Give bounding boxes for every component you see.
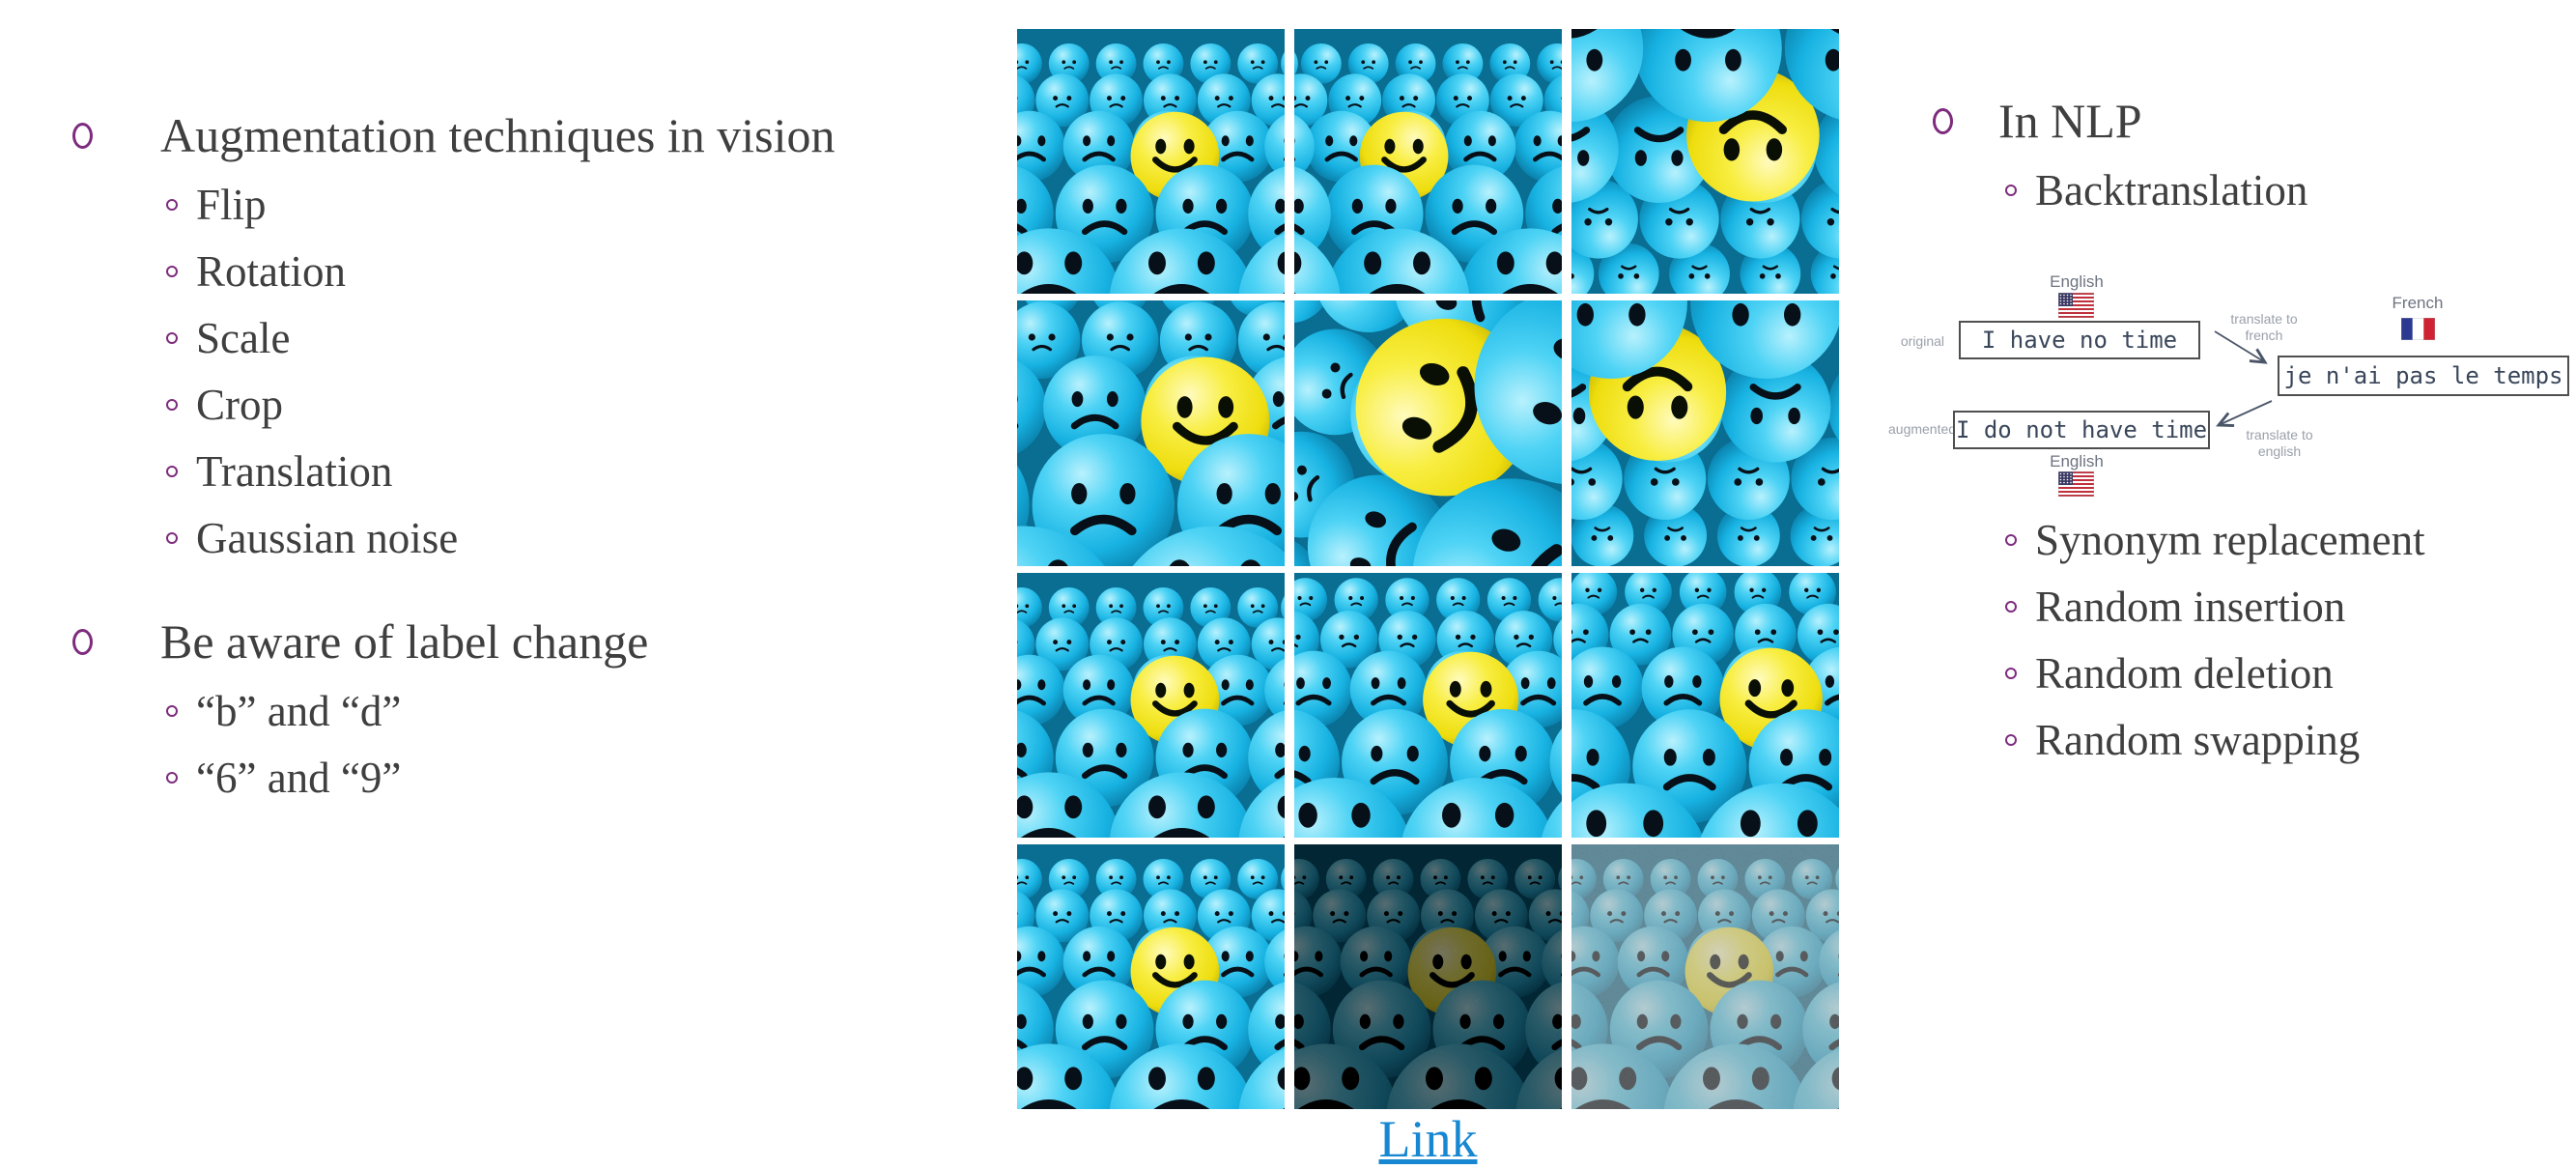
bullet-item-label: In NLP	[1998, 94, 2142, 148]
augmented-image-original	[1017, 29, 1285, 295]
translate-forward-arrow-icon	[2214, 330, 2268, 364]
bullet-item-rotation: Rotation	[60, 238, 1006, 304]
sub-item-label: Rotation	[196, 246, 346, 296]
sub-item-label: Backtranslation	[2035, 165, 2308, 214]
translate-to-english-line2: english	[2257, 443, 2302, 459]
bullet-item-gaussian-noise: Gaussian noise	[60, 504, 1006, 571]
sub-item-label: Random swapping	[2035, 715, 2361, 764]
translate-to-french-line1: translate to	[2230, 311, 2298, 327]
sub-bullet-icon	[166, 771, 178, 784]
image-source-link[interactable]: Link	[1378, 1110, 1478, 1168]
sub-item-label: Random deletion	[2035, 648, 2334, 698]
top-language-label: English	[2050, 272, 2104, 291]
us-flag-icon	[2057, 292, 2095, 323]
augmented-image-noise-dark	[1294, 843, 1562, 1109]
augmentation-image-grid	[1017, 29, 1839, 1109]
augmented-image-flip	[1294, 29, 1562, 295]
bullet-item-scale: Scale	[60, 304, 1006, 371]
sub-item-label: Crop	[196, 380, 283, 429]
sub-bullet-icon	[166, 465, 178, 477]
image-source-link-row: Link	[1017, 1109, 1839, 1169]
sub-item-label: Random insertion	[2035, 582, 2346, 631]
bullet-item-translation: Translation	[60, 438, 1006, 504]
bullet-item-6-and-9: “6” and “9”	[60, 744, 1006, 811]
augmented-sentence-box: I do not have time	[1953, 411, 2210, 449]
augmented-image-rotate	[1294, 300, 1562, 566]
sub-item-label: Scale	[196, 313, 291, 362]
nlp-augmentation-list: In NLP Backtranslation Synonym replaceme…	[1927, 85, 2564, 773]
sub-item-label: “b” and “d”	[196, 686, 402, 735]
side-language-label: French	[2392, 294, 2444, 312]
sub-bullet-icon	[2005, 184, 2017, 196]
bullet-item-vision: Augmentation techniques in vision	[60, 100, 1006, 171]
augmented-image-rotate-crop	[1571, 300, 1839, 566]
sub-bullet-icon	[2005, 733, 2017, 746]
sub-bullet-icon	[166, 531, 178, 544]
augmented-image-scale-crop	[1017, 300, 1285, 566]
bullet-item-b-and-d: “b” and “d”	[60, 677, 1006, 744]
augmented-image-rotate-zoom	[1571, 29, 1839, 295]
bullet-icon	[1933, 107, 1953, 134]
augmented-image-original-3	[1017, 843, 1285, 1109]
augmented-image-original-2	[1017, 572, 1285, 838]
translate-to-french-label: translate to french	[2214, 311, 2314, 344]
translate-to-english-line1: translate to	[2246, 427, 2313, 442]
translate-backward-arrow-icon	[2216, 400, 2273, 428]
bullet-item-label: Be aware of label change	[160, 614, 649, 669]
sub-item-label: Translation	[196, 446, 393, 496]
augmented-label: augmented	[1888, 421, 1957, 437]
bullet-icon	[72, 628, 93, 655]
translated-sentence-box: je n'ai pas le temps	[2278, 356, 2569, 396]
original-sentence-box: I have no time	[1959, 321, 2200, 359]
sub-bullet-icon	[2005, 533, 2017, 546]
translate-to-english-label: translate to english	[2226, 427, 2333, 460]
sub-item-label: Flip	[196, 180, 267, 229]
sub-bullet-icon	[166, 265, 178, 277]
sub-item-label: Synonym replacement	[2035, 515, 2425, 564]
bullet-item-label: Augmentation techniques in vision	[160, 108, 835, 162]
list-spacer	[60, 571, 1006, 606]
france-flag-icon	[2400, 317, 2436, 345]
sub-item-label: Gaussian noise	[196, 513, 459, 562]
augmented-image-translate-1	[1294, 572, 1562, 838]
sub-bullet-icon	[166, 398, 178, 411]
bullet-item-synonym-replacement: Synonym replacement	[1927, 506, 2564, 573]
us-flag-icon	[2057, 470, 2095, 501]
bullet-item-random-deletion: Random deletion	[1927, 640, 2564, 706]
sub-bullet-icon	[2005, 600, 2017, 613]
bottom-language-label: English	[2050, 452, 2104, 470]
sub-item-label: “6” and “9”	[196, 753, 402, 802]
sub-bullet-icon	[166, 331, 178, 344]
original-label: original	[1900, 333, 1944, 349]
bullet-item-random-insertion: Random insertion	[1927, 573, 2564, 640]
translate-to-french-line2: french	[2245, 328, 2283, 343]
bullet-item-crop: Crop	[60, 371, 1006, 438]
bullet-item-label-change: Be aware of label change	[60, 606, 1006, 677]
sub-bullet-icon	[166, 198, 178, 211]
bullet-item-flip: Flip	[60, 171, 1006, 238]
backtranslation-diagram: English original I have no time translat…	[1888, 261, 2576, 512]
bullet-item-in-nlp: In NLP	[1927, 85, 2564, 157]
bullet-item-backtranslation: Backtranslation	[1927, 157, 2564, 223]
augmented-image-noise-light	[1571, 843, 1839, 1109]
augmented-image-translate-2	[1571, 572, 1839, 838]
sub-bullet-icon	[2005, 667, 2017, 679]
bullet-icon	[72, 122, 93, 149]
bullet-item-random-swapping: Random swapping	[1927, 706, 2564, 773]
diagram-arrows	[2214, 330, 2273, 428]
vision-augmentation-list: Augmentation techniques in vision Flip R…	[60, 100, 1006, 811]
sub-bullet-icon	[166, 704, 178, 717]
